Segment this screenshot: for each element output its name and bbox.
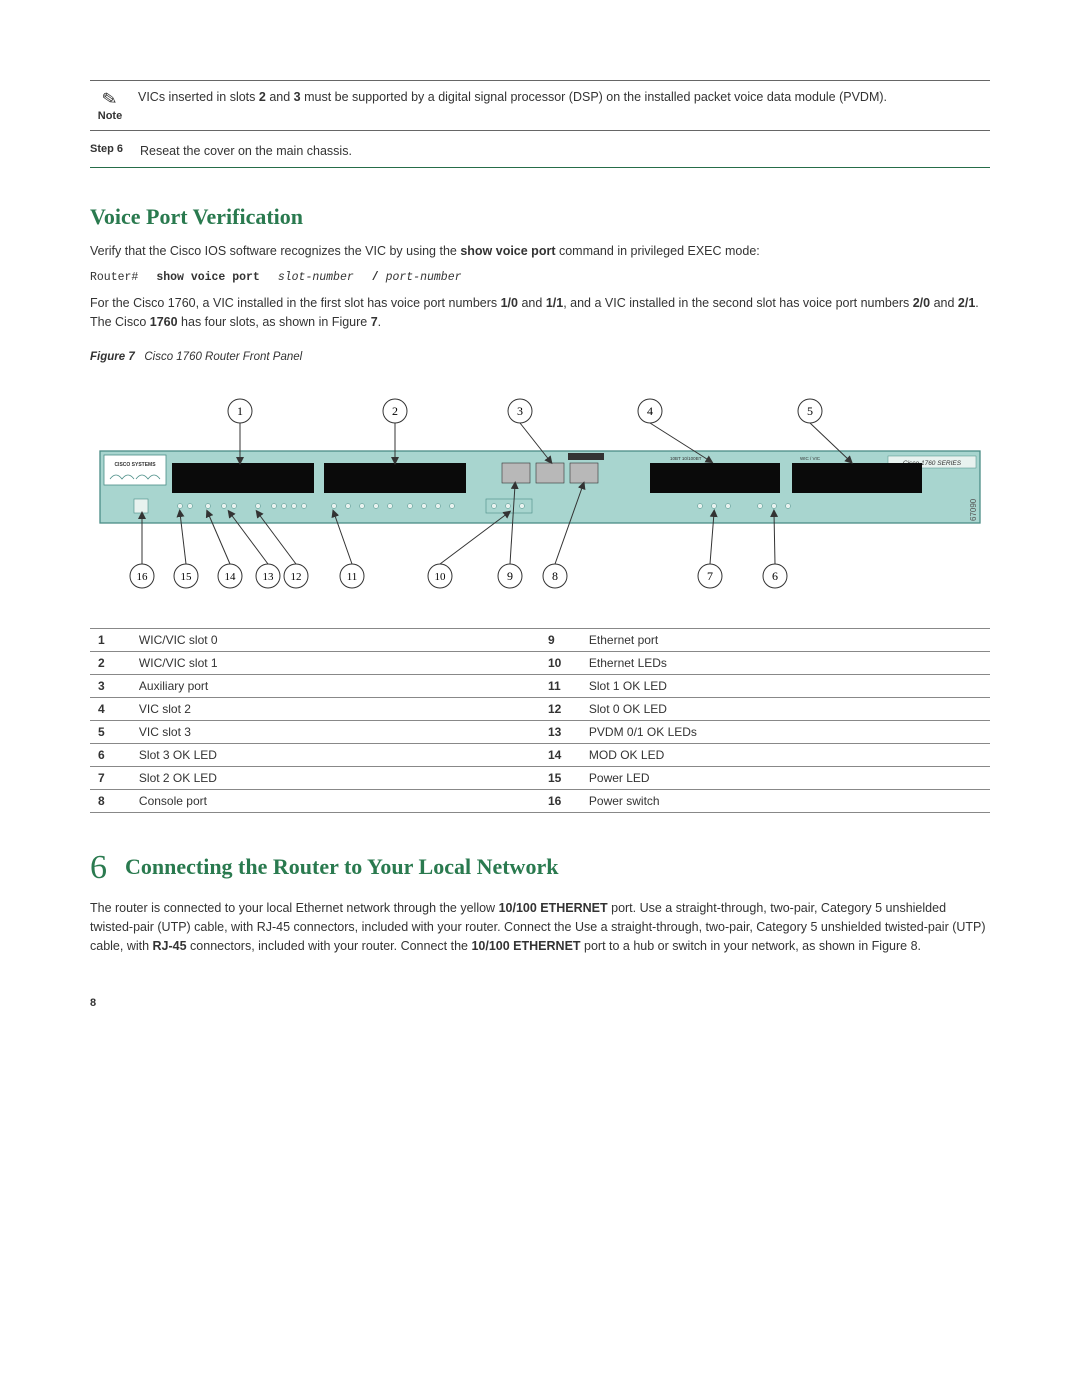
svg-text:4: 4 bbox=[647, 404, 653, 418]
voice-port-para2: For the Cisco 1760, a VIC installed in t… bbox=[90, 294, 990, 333]
note-label: Note bbox=[98, 110, 122, 122]
step-text: Reseat the cover on the main chassis. bbox=[140, 143, 990, 161]
svg-text:5: 5 bbox=[807, 404, 813, 418]
pencil-icon: ✎ bbox=[101, 88, 120, 111]
legend-row: 7Slot 2 OK LED15Power LED bbox=[90, 766, 990, 789]
legend-num: 5 bbox=[90, 720, 131, 743]
svg-text:10: 10 bbox=[435, 571, 447, 583]
legend-num: 1 bbox=[90, 628, 131, 651]
legend-desc: Slot 2 OK LED bbox=[131, 766, 540, 789]
legend-desc: VIC slot 3 bbox=[131, 720, 540, 743]
svg-text:1: 1 bbox=[237, 404, 243, 418]
svg-text:12: 12 bbox=[291, 571, 302, 583]
section6-num: 6 bbox=[90, 849, 107, 886]
page-number: 8 bbox=[90, 997, 990, 1009]
code-arg1: slot-number bbox=[278, 271, 354, 284]
voice-port-heading: Voice Port Verification bbox=[90, 204, 990, 230]
legend-num: 10 bbox=[540, 651, 581, 674]
legend-desc: WIC/VIC slot 0 bbox=[131, 628, 540, 651]
legend-num: 8 bbox=[90, 789, 131, 812]
note-text-pre: VICs inserted in slots bbox=[138, 90, 259, 104]
legend-desc: PVDM 0/1 OK LEDs bbox=[581, 720, 990, 743]
step-label: Step 6 bbox=[90, 143, 140, 155]
code-cmd: show voice port bbox=[156, 271, 260, 284]
legend-row: 4VIC slot 212Slot 0 OK LED bbox=[90, 697, 990, 720]
note-text: VICs inserted in slots 2 and 3 must be s… bbox=[130, 89, 990, 107]
svg-text:3: 3 bbox=[517, 404, 523, 418]
legend-table: 1WIC/VIC slot 09Ethernet port2WIC/VIC sl… bbox=[90, 628, 990, 813]
legend-desc: Ethernet LEDs bbox=[581, 651, 990, 674]
legend-desc: Ethernet port bbox=[581, 628, 990, 651]
svg-text:11: 11 bbox=[347, 571, 358, 583]
svg-text:14: 14 bbox=[225, 571, 237, 583]
code-sep: / port-number bbox=[372, 271, 462, 284]
legend-num: 13 bbox=[540, 720, 581, 743]
section6-title: Connecting the Router to Your Local Netw… bbox=[125, 854, 558, 879]
legend-num: 9 bbox=[540, 628, 581, 651]
legend-desc: Slot 3 OK LED bbox=[131, 743, 540, 766]
legend-num: 12 bbox=[540, 697, 581, 720]
note-rule-top bbox=[90, 80, 990, 81]
legend-num: 2 bbox=[90, 651, 131, 674]
vp-cmd: show voice port bbox=[460, 244, 555, 258]
legend-desc: Console port bbox=[131, 789, 540, 812]
note-slot-a: 2 bbox=[259, 90, 266, 104]
legend-desc: Power switch bbox=[581, 789, 990, 812]
legend-num: 11 bbox=[540, 674, 581, 697]
router-svg: CISCO SYSTEMS Cisco 1760 SERIES 10BT 10/… bbox=[90, 371, 990, 611]
fig-label: Figure 7 bbox=[90, 351, 135, 363]
svg-text:16: 16 bbox=[137, 571, 149, 583]
legend-desc: Auxiliary port bbox=[131, 674, 540, 697]
svg-text:8: 8 bbox=[552, 569, 558, 583]
note-block: ✎ Note VICs inserted in slots 2 and 3 mu… bbox=[90, 80, 990, 131]
legend-num: 14 bbox=[540, 743, 581, 766]
fig-text: Cisco 1760 Router Front Panel bbox=[144, 351, 302, 363]
legend-num: 7 bbox=[90, 766, 131, 789]
code-block: Router# show voice port slot-number / po… bbox=[90, 271, 990, 284]
legend-desc: VIC slot 2 bbox=[131, 697, 540, 720]
code-prompt: Router# bbox=[90, 271, 138, 284]
svg-text:2: 2 bbox=[392, 404, 398, 418]
step-row: Step 6 Reseat the cover on the main chas… bbox=[90, 137, 990, 168]
legend-num: 6 bbox=[90, 743, 131, 766]
vp-para1-post: command in privileged EXEC mode: bbox=[555, 244, 759, 258]
side-num: 67090 bbox=[969, 498, 978, 521]
legend-row: 3Auxiliary port11Slot 1 OK LED bbox=[90, 674, 990, 697]
legend-desc: WIC/VIC slot 1 bbox=[131, 651, 540, 674]
note-text-mid: and bbox=[266, 90, 294, 104]
legend-num: 16 bbox=[540, 789, 581, 812]
svg-text:WIC / VIC: WIC / VIC bbox=[800, 456, 821, 461]
router-diagram: CISCO SYSTEMS Cisco 1760 SERIES 10BT 10/… bbox=[90, 371, 990, 614]
section6-para: The router is connected to your local Et… bbox=[90, 899, 990, 957]
svg-text:15: 15 bbox=[181, 571, 193, 583]
svg-text:7: 7 bbox=[707, 569, 713, 583]
svg-text:10BT 10/100BT: 10BT 10/100BT bbox=[670, 456, 702, 461]
legend-num: 4 bbox=[90, 697, 131, 720]
legend-num: 15 bbox=[540, 766, 581, 789]
legend-num: 3 bbox=[90, 674, 131, 697]
section6-heading: 6 Connecting the Router to Your Local Net… bbox=[90, 849, 990, 887]
note-rule-bot bbox=[90, 130, 990, 131]
legend-desc: Slot 0 OK LED bbox=[581, 697, 990, 720]
figure-caption: Figure 7 Cisco 1760 Router Front Panel bbox=[90, 351, 990, 363]
svg-text:6: 6 bbox=[772, 569, 778, 583]
note-slot-b: 3 bbox=[294, 90, 301, 104]
legend-row: 8Console port16Power switch bbox=[90, 789, 990, 812]
legend-row: 5VIC slot 313PVDM 0/1 OK LEDs bbox=[90, 720, 990, 743]
note-text-post: must be supported by a digital signal pr… bbox=[301, 90, 887, 104]
legend-desc: Power LED bbox=[581, 766, 990, 789]
legend-desc: MOD OK LED bbox=[581, 743, 990, 766]
svg-text:9: 9 bbox=[507, 569, 513, 583]
legend-desc: Slot 1 OK LED bbox=[581, 674, 990, 697]
legend-row: 6Slot 3 OK LED14MOD OK LED bbox=[90, 743, 990, 766]
legend-row: 2WIC/VIC slot 110Ethernet LEDs bbox=[90, 651, 990, 674]
svg-text:13: 13 bbox=[263, 571, 275, 583]
note-icon-col: ✎ Note bbox=[90, 89, 130, 122]
brand-text: CISCO SYSTEMS bbox=[114, 462, 156, 468]
legend-row: 1WIC/VIC slot 09Ethernet port bbox=[90, 628, 990, 651]
voice-port-para1: Verify that the Cisco IOS software recog… bbox=[90, 242, 990, 261]
vp-para1-pre: Verify that the Cisco IOS software recog… bbox=[90, 244, 460, 258]
